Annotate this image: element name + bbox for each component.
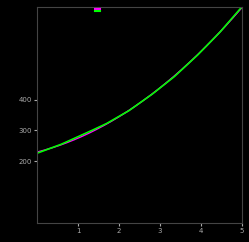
Legend:  ,  : , [95, 8, 101, 12]
